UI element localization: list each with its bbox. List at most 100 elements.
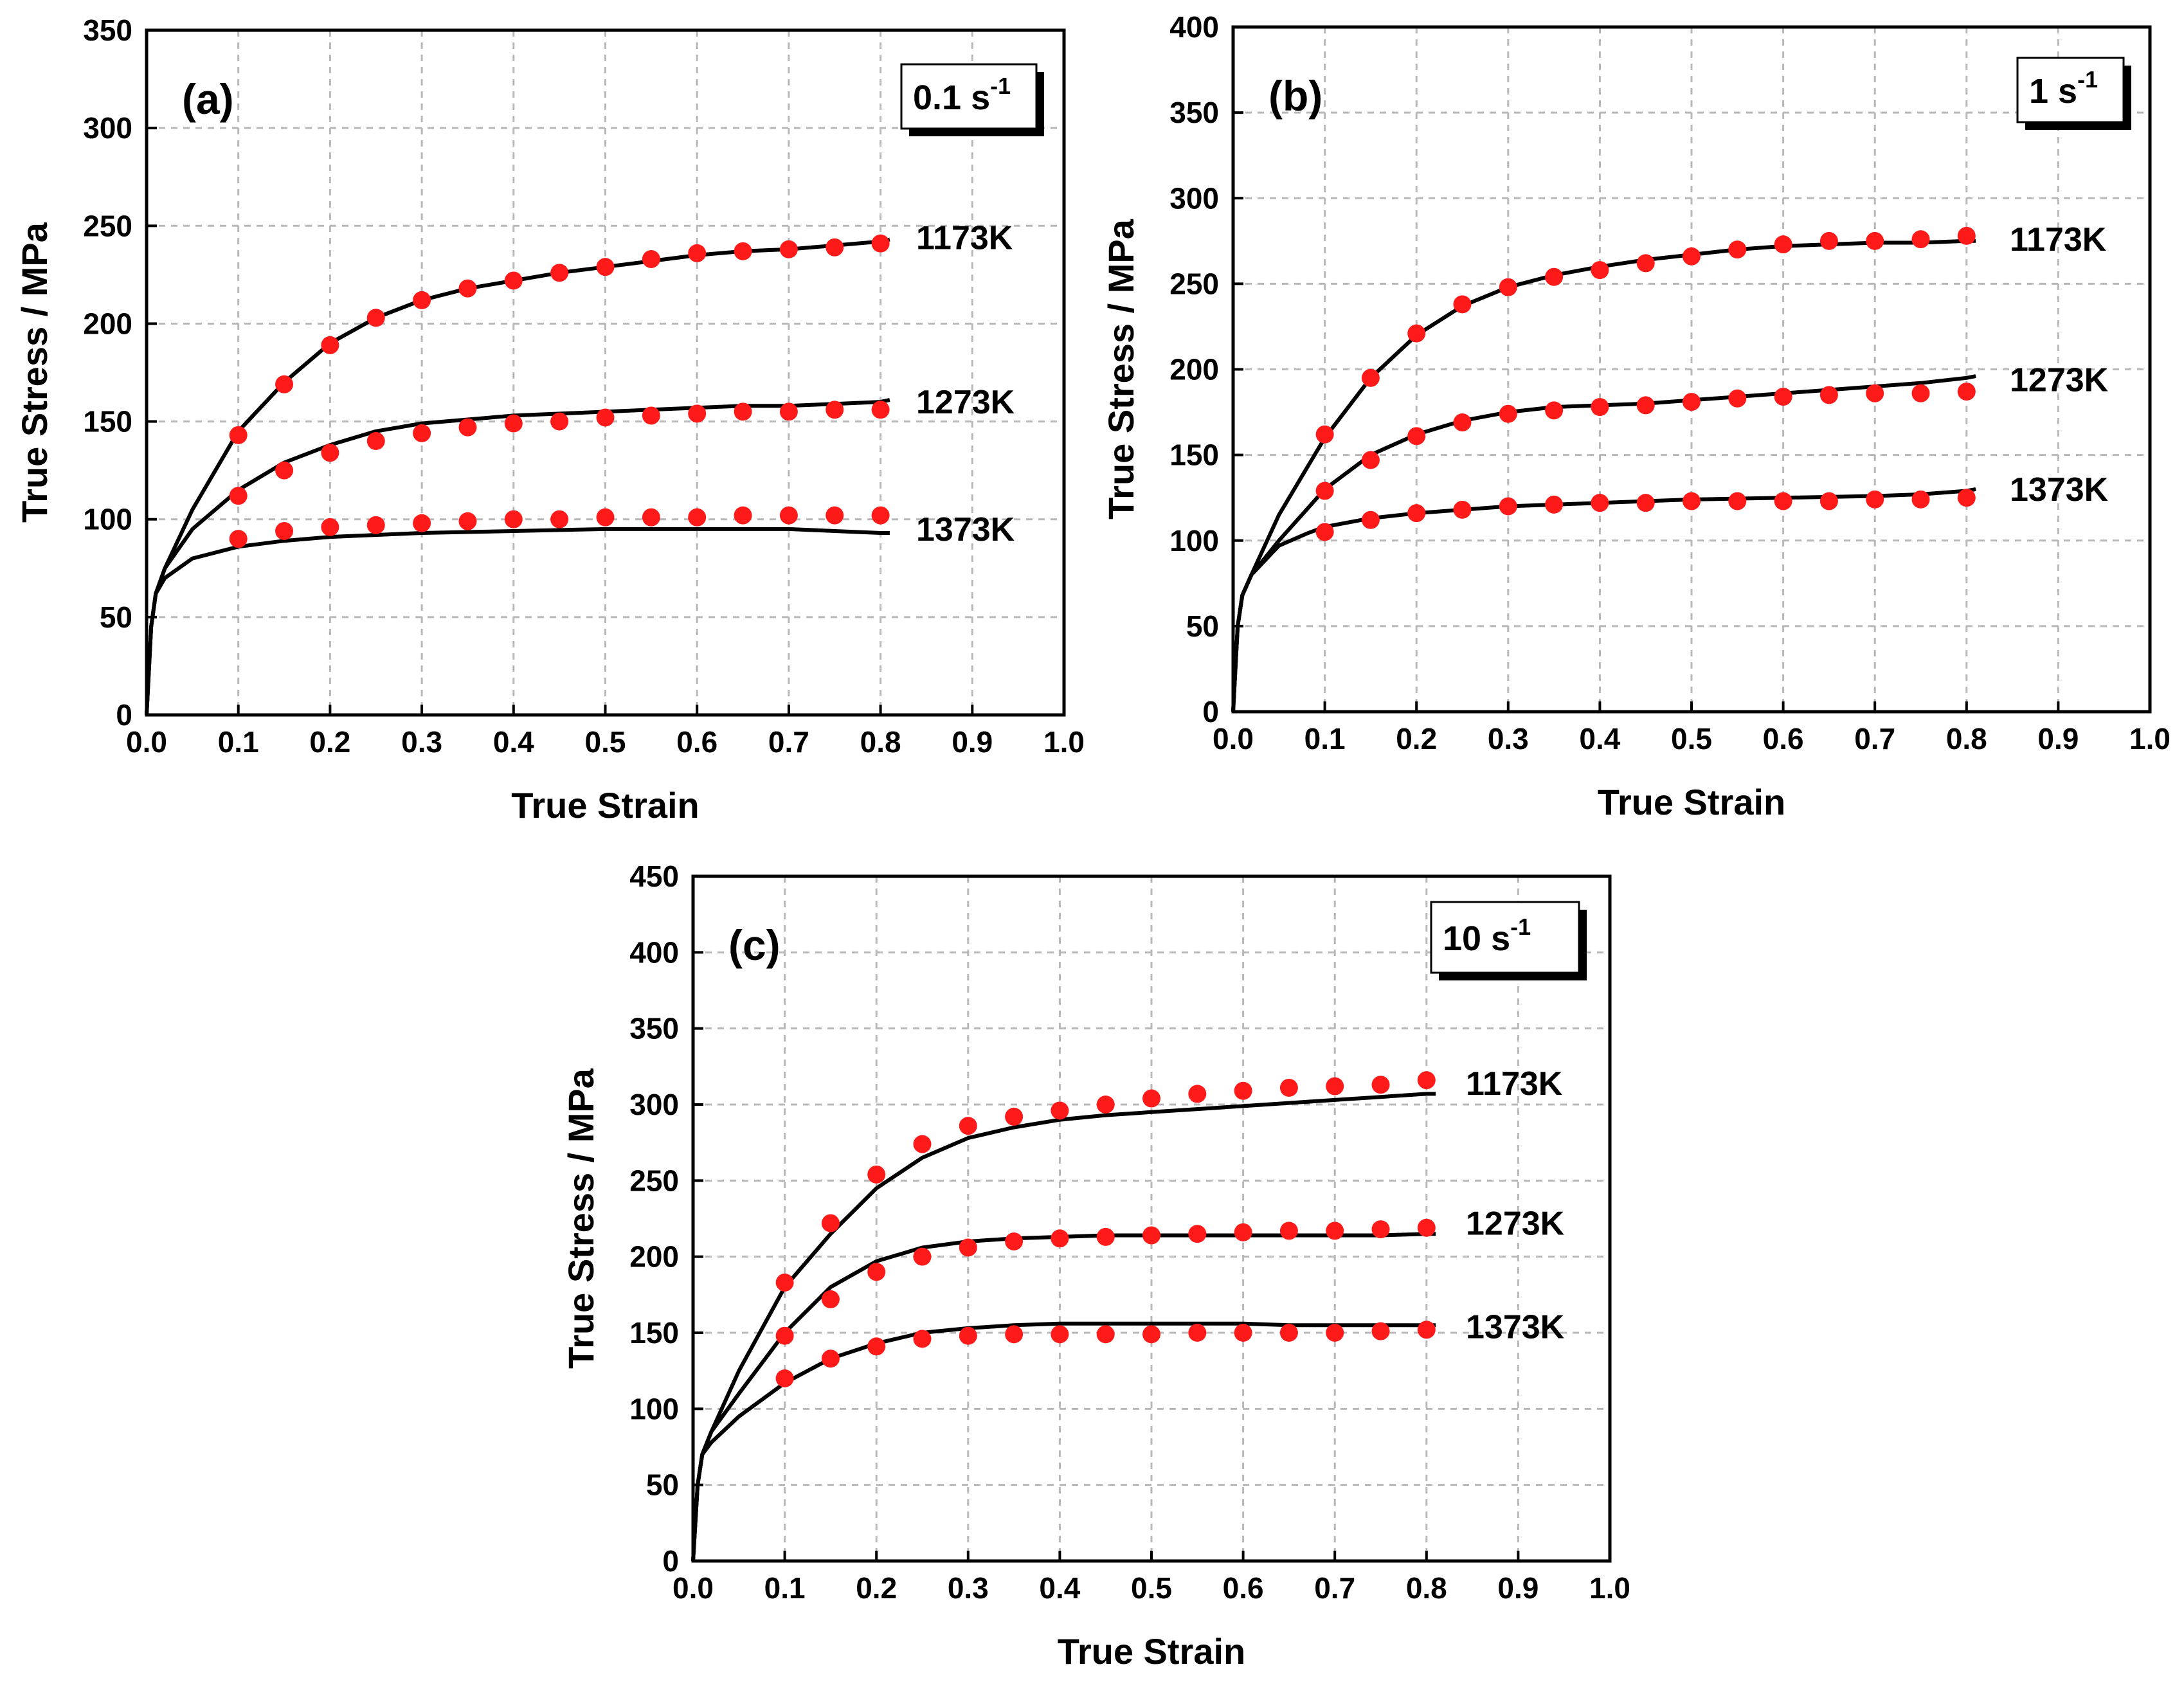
experimental-point xyxy=(1361,368,1380,387)
y-tick-label: 50 xyxy=(646,1468,679,1502)
experimental-point xyxy=(504,271,523,290)
experimental-point xyxy=(734,242,752,260)
curve-label-1273K: 1273K xyxy=(916,384,1015,421)
experimental-point xyxy=(1819,492,1838,510)
experimental-point xyxy=(1499,404,1517,423)
experimental-point xyxy=(734,402,752,421)
series-1273K: 1273K xyxy=(145,384,1015,716)
experimental-point xyxy=(1326,1077,1344,1096)
x-tick-label: 0.9 xyxy=(1497,1571,1539,1605)
experimental-point xyxy=(1142,1089,1160,1108)
x-tick-label: 0.4 xyxy=(1579,722,1620,755)
experimental-point xyxy=(775,1369,794,1387)
series-1373K: 1373K xyxy=(1231,471,2109,712)
y-axis-title: True Stress / MPa xyxy=(1101,219,1141,519)
series-1373K: 1373K xyxy=(145,506,1015,716)
y-tick-label: 150 xyxy=(83,405,132,438)
experimental-point xyxy=(688,404,707,423)
y-tick-label: 150 xyxy=(1169,438,1219,472)
experimental-point xyxy=(913,1247,932,1266)
y-tick-label: 200 xyxy=(629,1240,679,1274)
experimental-point xyxy=(913,1135,932,1153)
experimental-point xyxy=(1545,495,1564,514)
experimental-point xyxy=(366,516,385,534)
experimental-point xyxy=(1866,384,1884,402)
x-tick-label: 0.3 xyxy=(401,725,442,759)
experimental-point xyxy=(1591,494,1609,512)
experimental-point xyxy=(1234,1324,1252,1342)
experimental-point xyxy=(275,521,294,540)
experimental-point xyxy=(1417,1218,1436,1237)
experimental-point xyxy=(959,1117,977,1135)
experimental-point xyxy=(1005,1325,1024,1344)
y-tick-label: 200 xyxy=(83,307,132,340)
x-axis-title: True Strain xyxy=(511,785,699,825)
experimental-point xyxy=(1096,1325,1115,1344)
y-tick-label: 100 xyxy=(1169,524,1219,557)
experimental-point xyxy=(871,234,890,253)
experimental-point xyxy=(229,530,248,548)
experimental-point xyxy=(1957,489,1976,507)
x-tick-label: 0.8 xyxy=(1406,1571,1447,1605)
y-tick-label: 50 xyxy=(1186,609,1219,643)
x-tick-label: 0.5 xyxy=(585,725,626,759)
experimental-point xyxy=(1234,1223,1252,1241)
experimental-point xyxy=(779,506,798,525)
y-tick-label: 400 xyxy=(629,935,679,969)
experimental-point xyxy=(1417,1321,1436,1339)
experimental-point xyxy=(1315,523,1334,541)
experimental-point xyxy=(321,336,339,354)
experimental-point xyxy=(550,510,569,528)
experimental-point xyxy=(642,508,660,527)
experimental-point xyxy=(321,518,339,536)
experimental-point xyxy=(1499,278,1517,296)
experimental-point xyxy=(1957,226,1976,245)
strain-rate-box xyxy=(900,63,1038,130)
experimental-point xyxy=(1591,261,1609,280)
experimental-point xyxy=(1142,1226,1160,1245)
x-tick-label: 0.7 xyxy=(768,725,809,759)
x-tick-label: 0.4 xyxy=(1039,1571,1080,1605)
experimental-point xyxy=(1683,492,1701,510)
experimental-point xyxy=(1683,247,1701,266)
x-tick-label: 1.0 xyxy=(2129,722,2170,755)
experimental-point xyxy=(913,1330,932,1348)
model-curve-1273K xyxy=(1231,374,1976,712)
experimental-point xyxy=(596,258,615,276)
series-1373K: 1373K xyxy=(691,1309,1565,1562)
x-tick-label: 0.8 xyxy=(860,725,901,759)
experimental-point xyxy=(229,487,248,505)
series-1173K: 1173K xyxy=(145,220,1013,716)
experimental-point xyxy=(1957,383,1976,401)
model-curve-1273K xyxy=(691,1232,1436,1562)
experimental-point xyxy=(1407,427,1426,446)
experimental-point xyxy=(1326,1222,1344,1240)
x-tick-label: 0.0 xyxy=(126,725,167,759)
curve-label-1273K: 1273K xyxy=(1466,1205,1565,1243)
experimental-point xyxy=(779,240,798,258)
experimental-point xyxy=(775,1326,794,1345)
experimental-point xyxy=(413,514,431,532)
experimental-point xyxy=(821,1290,840,1308)
y-tick-label: 100 xyxy=(629,1392,679,1425)
strain-rate-exponent: -1 xyxy=(990,73,1011,99)
series-1173K: 1173K xyxy=(1231,221,2107,712)
x-tick-label: 1.0 xyxy=(1589,1571,1630,1605)
y-tick-label: 0 xyxy=(662,1544,679,1578)
x-tick-label: 0.9 xyxy=(2037,722,2079,755)
y-tick-label: 100 xyxy=(83,503,132,536)
experimental-point xyxy=(229,426,248,444)
experimental-point xyxy=(867,1165,886,1184)
experimental-point xyxy=(550,412,569,431)
model-curve-1373K xyxy=(1231,487,1976,712)
curve-label-1373K: 1373K xyxy=(916,511,1015,548)
experimental-point xyxy=(1371,1076,1390,1094)
experimental-point xyxy=(1096,1227,1115,1246)
y-axis-title: True Stress / MPa xyxy=(14,222,55,523)
x-tick-label: 0.5 xyxy=(1131,1571,1172,1605)
experimental-point xyxy=(1279,1324,1298,1342)
x-tick-label: 0.1 xyxy=(218,725,259,759)
y-tick-label: 300 xyxy=(83,111,132,145)
experimental-point xyxy=(1591,398,1609,417)
